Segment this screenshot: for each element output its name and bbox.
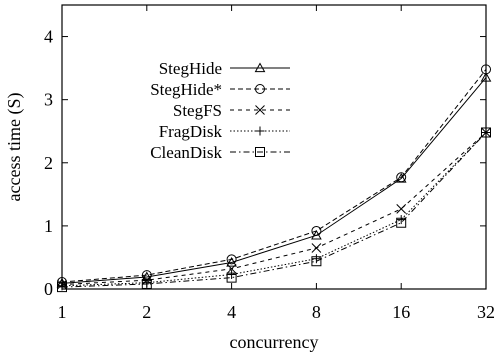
series-line-cleandisk <box>61 132 487 288</box>
legend-item-stegfs: StegFS <box>173 101 290 120</box>
y-tick-label: 1 <box>44 216 53 236</box>
data-point-fragdisk <box>311 254 321 264</box>
legend-marker <box>255 147 265 157</box>
y-tick-label: 2 <box>44 153 53 173</box>
data-point-stegfs-stroke <box>311 243 322 253</box>
series-steghide-star <box>57 64 491 288</box>
y-tick-label: 4 <box>44 27 53 47</box>
y-tick-label: 0 <box>44 279 53 299</box>
data-point-stegfs-stroke <box>396 203 407 214</box>
data-point-steghide-star <box>481 64 491 75</box>
data-point-steghide-star <box>396 172 407 183</box>
series-line-steghide-star <box>61 69 487 283</box>
data-point-steghide-star <box>226 254 237 265</box>
data-point-steghide <box>480 72 492 82</box>
legend-label: FragDisk <box>159 122 223 141</box>
x-tick-label: 32 <box>477 302 495 322</box>
x-axis-label: concurrency <box>230 332 319 352</box>
series-steghide <box>56 72 492 288</box>
legend-item-steghide-star: StegHide* <box>150 80 290 99</box>
y-axis-label: access time (S) <box>4 93 25 202</box>
data-point-stegfs-stroke <box>226 263 237 274</box>
x-tick-label: 4 <box>227 302 236 322</box>
data-point-stegfs <box>396 203 407 214</box>
legend-marker <box>255 84 265 94</box>
legend-label: CleanDisk <box>150 143 222 162</box>
data-point-cleandisk <box>481 127 491 138</box>
data-point-cleandisk <box>226 272 237 283</box>
legend: StegHide StegHide* StegFS FragDisk CleanDisk <box>150 59 290 162</box>
legend-label: StegHide* <box>150 80 222 99</box>
plot-frame <box>61 4 487 290</box>
data-point-stegfs <box>226 263 237 274</box>
data-point-cleandisk <box>396 217 407 228</box>
legend-label: StegFS <box>173 101 222 120</box>
legend-marker <box>254 62 266 73</box>
data-point-steghide <box>226 256 237 267</box>
x-tick-label: 2 <box>142 302 151 322</box>
x-tick-label: 8 <box>312 302 321 322</box>
series-line-fragdisk <box>61 132 487 287</box>
x-tick-label: 16 <box>392 302 410 322</box>
legend-marker <box>255 126 265 136</box>
series-cleandisk <box>57 127 491 293</box>
data-point-cleandisk <box>141 278 152 289</box>
legend-marker-stroke <box>255 105 265 115</box>
data-point-stegfs <box>311 243 322 253</box>
series-line-steghide <box>61 77 487 284</box>
x-tick-label: 1 <box>58 302 67 322</box>
legend-item-cleandisk: CleanDisk <box>150 143 290 162</box>
legend-item-fragdisk: FragDisk <box>159 122 290 141</box>
series-group <box>56 64 492 293</box>
legend-label: StegHide <box>159 59 222 78</box>
data-point-cleandisk <box>57 282 67 293</box>
data-point-steghide-star <box>311 225 322 236</box>
legend-marker <box>255 105 265 115</box>
data-point-fragdisk <box>227 269 237 279</box>
series-line-stegfs <box>61 132 487 286</box>
y-tick-label: 3 <box>44 90 53 110</box>
legend-item-steghide: StegHide <box>159 59 290 78</box>
data-point-cleandisk <box>311 256 322 267</box>
